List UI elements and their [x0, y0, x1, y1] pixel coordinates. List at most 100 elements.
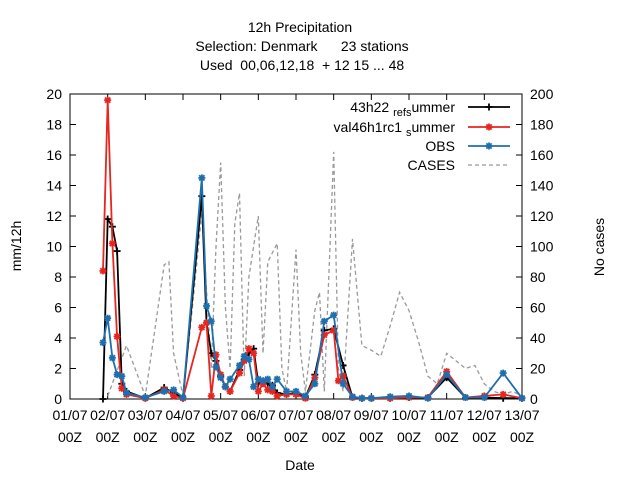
data-point: [245, 345, 253, 353]
y-tick-label: 0: [54, 391, 62, 407]
y2-tick-label: 140: [530, 178, 554, 194]
data-point: [99, 395, 107, 403]
axes: 0246810121416182002040608010012014016018…: [46, 86, 553, 445]
data-point: [198, 174, 206, 182]
series-3: [107, 151, 523, 397]
data-point: [386, 393, 394, 401]
data-point: [160, 387, 168, 395]
data-point: [118, 384, 126, 392]
x-tick-date: 10/07: [391, 407, 426, 423]
y2-tick-label: 80: [530, 269, 546, 285]
y2-tick-label: 200: [530, 86, 554, 102]
x-tick-date: 04/07: [165, 407, 200, 423]
data-point: [236, 369, 243, 377]
x-tick-time: 00Z: [322, 429, 347, 445]
y2-tick-label: 160: [530, 147, 554, 163]
x-tick-date: 01/07: [52, 407, 87, 423]
data-point: [273, 392, 281, 400]
legend-entry: 43h22 refsummer: [350, 99, 510, 119]
x-tick-time: 00Z: [58, 429, 83, 445]
y-tick-label: 6: [54, 300, 62, 316]
data-point: [236, 361, 243, 369]
data-point: [480, 393, 488, 401]
y-axis-label: mm/12h: [8, 221, 24, 272]
x-axis-label: Date: [285, 457, 315, 473]
data-point: [268, 383, 276, 391]
x-tick-time: 00Z: [246, 429, 271, 445]
data-point: [311, 380, 319, 388]
series-2: [99, 174, 526, 402]
x-tick-time: 00Z: [359, 429, 384, 445]
data-point: [405, 392, 413, 400]
x-tick-time: 00Z: [171, 429, 196, 445]
y2-tick-label: 40: [530, 330, 546, 346]
x-tick-time: 00Z: [96, 429, 121, 445]
x-tick-time: 00Z: [284, 429, 309, 445]
data-point: [113, 247, 121, 255]
chart-title: 12h Precipitation Selection: Denmark 23 …: [195, 19, 408, 73]
y2-tick-label: 60: [530, 300, 546, 316]
series-layer: [99, 96, 526, 403]
x-tick-date: 02/07: [90, 407, 125, 423]
x-tick-date: 12/07: [467, 407, 502, 423]
data-point: [443, 371, 451, 379]
series-line: [102, 177, 523, 400]
data-point: [217, 374, 225, 382]
legend-marker: [485, 103, 493, 111]
series-line: [107, 151, 523, 397]
x-tick-time: 00Z: [209, 429, 234, 445]
y2-tick-label: 120: [530, 208, 554, 224]
data-point: [283, 387, 291, 395]
data-point: [367, 394, 375, 402]
y-tick-label: 10: [46, 239, 62, 255]
data-point: [254, 387, 262, 395]
x-tick-date: 05/07: [203, 407, 238, 423]
data-point: [221, 383, 229, 391]
data-point: [118, 372, 126, 380]
x-tick-date: 13/07: [504, 407, 539, 423]
legend-label: 43h22 refsummer: [350, 99, 455, 119]
series-line: [102, 196, 522, 400]
data-point: [123, 389, 130, 397]
data-point: [179, 393, 187, 401]
data-point: [349, 393, 356, 401]
x-tick-date: 07/07: [278, 407, 313, 423]
data-point: [330, 311, 338, 319]
data-point: [245, 355, 253, 363]
data-point: [108, 354, 116, 362]
series-1: [99, 96, 526, 402]
title-line-1: 12h Precipitation: [248, 19, 352, 35]
data-point: [320, 317, 328, 325]
x-tick-time: 00Z: [472, 429, 497, 445]
data-point: [226, 375, 234, 383]
data-point: [170, 386, 178, 394]
y2-tick-label: 20: [530, 361, 546, 377]
y-tick-label: 14: [46, 178, 62, 194]
legend-entry: OBS: [425, 138, 510, 154]
title-line-3: Used 00,06,12,18 + 12 15 ... 48: [200, 57, 405, 73]
data-point: [99, 339, 107, 347]
data-point: [499, 390, 507, 398]
data-point: [518, 394, 526, 402]
title-line-2: Selection: Denmark 23 stations: [195, 38, 408, 54]
series-0: [99, 192, 526, 403]
data-point: [99, 267, 107, 275]
legend-entry: val46h1rc1 summer: [334, 119, 510, 139]
data-point: [141, 393, 149, 401]
data-point: [462, 393, 469, 401]
y2-tick-label: 100: [530, 239, 554, 255]
y-tick-label: 4: [54, 330, 62, 346]
data-point: [273, 375, 281, 383]
data-point: [207, 317, 215, 325]
y-tick-label: 2: [54, 361, 62, 377]
data-point: [212, 363, 220, 371]
data-point: [104, 215, 112, 223]
data-point: [358, 394, 366, 402]
data-point: [499, 369, 507, 377]
data-point: [240, 352, 248, 360]
data-point: [113, 332, 121, 340]
x-tick-date: 09/07: [354, 407, 389, 423]
y-tick-label: 18: [46, 117, 62, 133]
legend-marker: [485, 123, 493, 131]
